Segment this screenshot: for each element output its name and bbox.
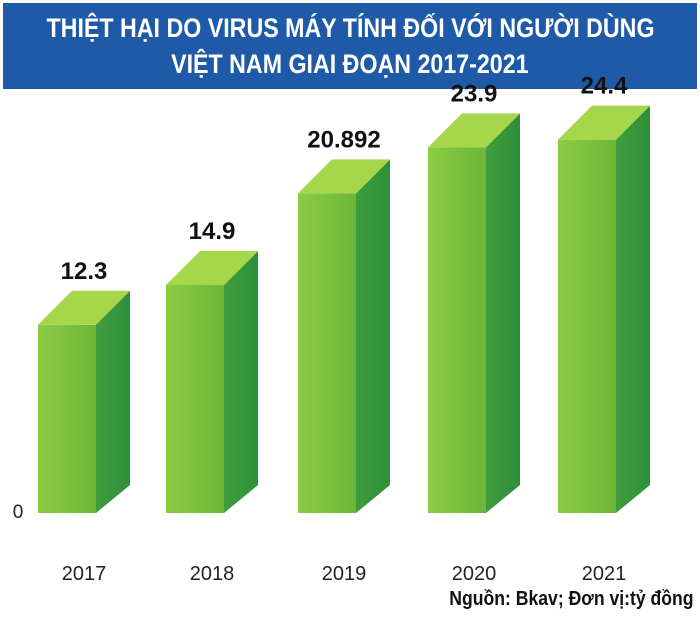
- value-label: 14.9: [189, 218, 236, 245]
- y-tick-label: 0: [13, 502, 24, 523]
- x-tick-label: 2017: [62, 563, 107, 585]
- bar-front-face: [558, 139, 616, 513]
- value-label: 23.9: [451, 80, 498, 107]
- bar-2020: [428, 113, 520, 513]
- bar-2018: [166, 251, 258, 513]
- bar-top-face: [428, 113, 520, 148]
- source-note: Nguồn: Bkav; Đơn vị:tỷ đồng: [449, 588, 694, 610]
- chart-title-banner: THIỆT HẠI DO VIRUS MÁY TÍNH ĐỐI VỚI NGƯỜ…: [3, 3, 697, 89]
- bar-side-face: [96, 290, 130, 513]
- bar-side-face: [356, 159, 390, 513]
- value-label: 12.3: [61, 258, 108, 285]
- bar-side-face: [224, 251, 258, 513]
- bar-front-face: [298, 193, 356, 513]
- bar-top-face: [38, 290, 130, 325]
- value-label: 20.892: [307, 126, 380, 153]
- x-tick-label: 2019: [322, 563, 367, 585]
- x-tick-label: 2020: [452, 563, 497, 585]
- bar-side-face: [616, 105, 650, 514]
- bar-front-face: [166, 285, 224, 513]
- chart-title-line-1: THIỆT HẠI DO VIRUS MÁY TÍNH ĐỐI VỚI NGƯỜ…: [45, 13, 655, 43]
- bars-group: 12.3 2017 14.9 2018 20.892 2019 23.9 2020 24.4 20…: [38, 73, 650, 585]
- x-tick-label: 2021: [582, 563, 627, 585]
- chart-title-line-2: VIỆT NAM GIAI ĐOẠN 2017-2021: [171, 49, 529, 79]
- bar-front-face: [428, 147, 486, 513]
- bar-2017: [38, 290, 130, 513]
- bar-top-face: [558, 105, 650, 140]
- value-label: 24.4: [581, 73, 628, 100]
- bar-top-face: [298, 159, 390, 194]
- bar-2021: [558, 105, 650, 514]
- bar-front-face: [38, 324, 96, 513]
- bar-2019: [298, 159, 390, 513]
- bar-top-face: [166, 251, 258, 286]
- bar-side-face: [486, 113, 520, 513]
- x-tick-label: 2018: [190, 563, 235, 585]
